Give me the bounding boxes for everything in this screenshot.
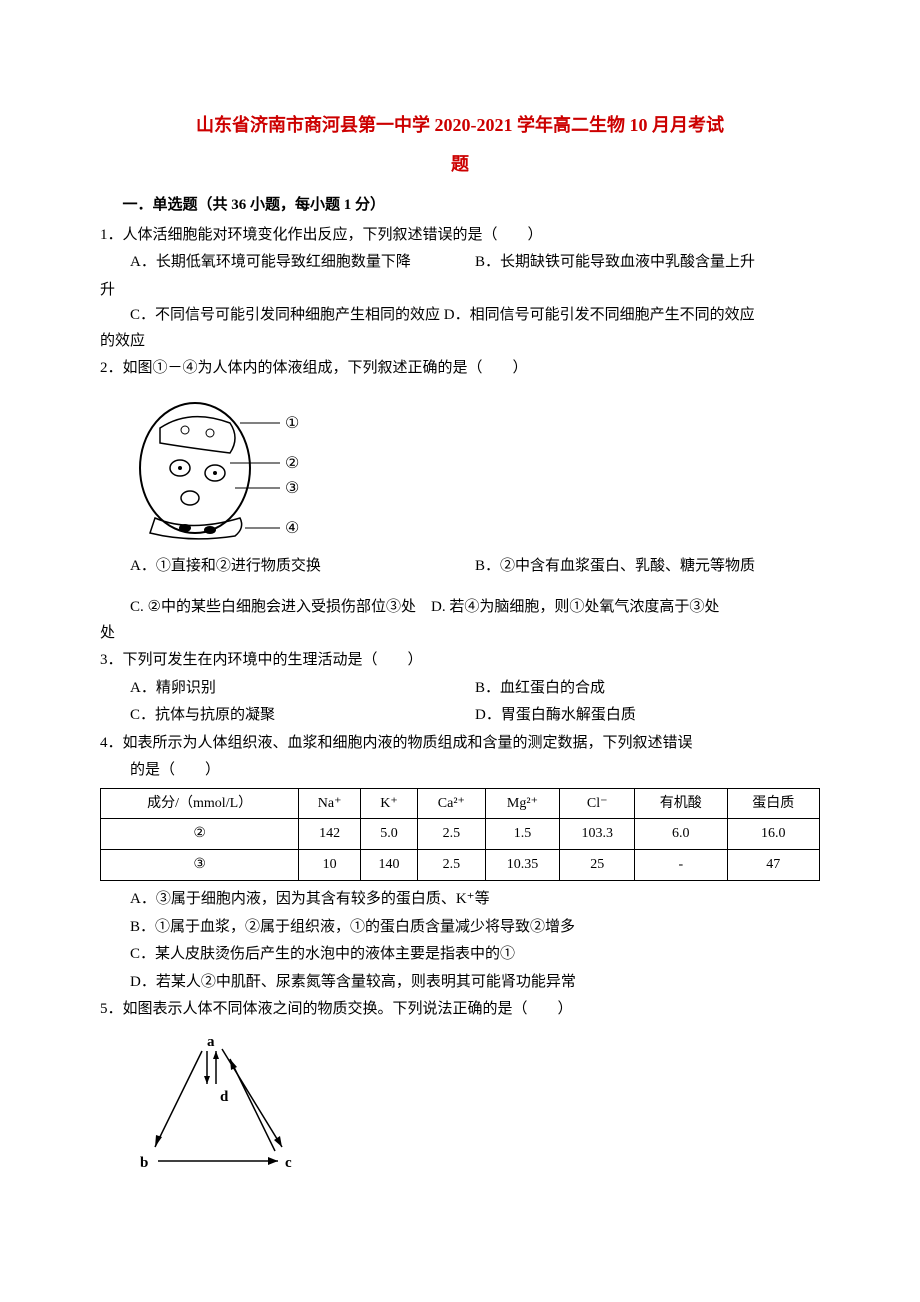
q2-option-b: B．②中含有血浆蛋白、乳酸、糖元等物质 [475,554,820,580]
q3-option-b: B．血红蛋白的合成 [475,676,820,702]
q1-option-b-cont: 升 [100,278,820,304]
exam-title-line2: 题 [100,149,820,180]
question-2: 2．如图①－④为人体内的体液组成，下列叙述正确的是（ ） ① ② ③ ④ A．① [100,356,820,646]
q4-option-b: B．①属于血浆，②属于组织液，①的蛋白质含量减少将导致②增多 [130,915,820,941]
table-header-row: 成分/（mmol/L） Na⁺ K⁺ Ca²⁺ Mg²⁺ Cl⁻ 有机酸 蛋白质 [101,788,820,819]
col-cl: Cl⁻ [560,788,635,819]
exam-title-line1: 山东省济南市商河县第一中学 2020-2021 学年高二生物 10 月月考试 [100,110,820,141]
section-heading: 一．单选题（共 36 小题，每小题 1 分） [100,193,820,219]
svg-text:①: ① [285,415,299,432]
svg-text:②: ② [285,455,299,472]
q2-figure: ① ② ③ ④ [130,388,330,548]
col-na: Na⁺ [299,788,361,819]
question-1: 1．人体活细胞能对环境变化作出反应，下列叙述错误的是（ ） A．长期低氧环境可能… [100,223,820,355]
col-ca: Ca²⁺ [418,788,485,819]
q4-text-cont: 的是（ ） [100,758,820,784]
q4-option-c: C．某人皮肤烫伤后产生的水泡中的液体主要是指表中的① [130,942,820,968]
q5-figure: a b c d [130,1029,320,1179]
q2-text: 2．如图①－④为人体内的体液组成，下列叙述正确的是（ ） [100,356,820,382]
col-organic: 有机酸 [635,788,727,819]
svg-text:b: b [140,1155,148,1171]
q2-option-d-cont: 处 [100,621,820,647]
q1-text: 1．人体活细胞能对环境变化作出反应，下列叙述错误的是（ ） [100,223,820,249]
q1-option-a: A．长期低氧环境可能导致红细胞数量下降 [130,250,475,276]
q3-text: 3．下列可发生在内环境中的生理活动是（ ） [100,648,820,674]
col-mg: Mg²⁺ [485,788,560,819]
question-5: 5．如图表示人体不同体液之间的物质交换。下列说法正确的是（ ） a b c d [100,997,820,1179]
svg-text:d: d [220,1089,229,1105]
q4-table: 成分/（mmol/L） Na⁺ K⁺ Ca²⁺ Mg²⁺ Cl⁻ 有机酸 蛋白质… [100,788,820,881]
question-3: 3．下列可发生在内环境中的生理活动是（ ） A．精卵识别 B．血红蛋白的合成 C… [100,648,820,729]
body-fluid-diagram-icon: ① ② ③ ④ [130,388,330,548]
q5-text: 5．如图表示人体不同体液之间的物质交换。下列说法正确的是（ ） [100,997,820,1023]
table-row: ② 142 5.0 2.5 1.5 103.3 6.0 16.0 [101,819,820,850]
question-4: 4．如表所示为人体组织液、血浆和细胞内液的物质组成和含量的测定数据，下列叙述错误… [100,731,820,995]
svg-text:③: ③ [285,480,299,497]
svg-text:④: ④ [285,520,299,537]
q4-text: 4．如表所示为人体组织液、血浆和细胞内液的物质组成和含量的测定数据，下列叙述错误 [100,731,820,757]
col-k: K⁺ [360,788,417,819]
col-protein: 蛋白质 [727,788,819,819]
q4-option-d: D．若某人②中肌酐、尿素氮等含量较高，则表明其可能肾功能异常 [130,970,820,996]
q1-option-cd: C．不同信号可能引发同种细胞产生相同的效应 D．相同信号可能引发不同细胞产生不同… [100,303,820,329]
q4-option-a: A．③属于细胞内液，因为其含有较多的蛋白质、K⁺等 [130,887,820,913]
svg-text:c: c [285,1155,292,1171]
q3-option-d: D．胃蛋白酶水解蛋白质 [475,703,820,729]
q3-option-a: A．精卵识别 [130,676,475,702]
q3-option-c: C．抗体与抗原的凝聚 [130,703,475,729]
fluid-exchange-diagram-icon: a b c d [130,1029,320,1179]
q2-option-a: A．①直接和②进行物质交换 [130,554,475,580]
q1-option-d-cont: 的效应 [100,329,820,355]
table-row: ③ 10 140 2.5 10.35 25 - 47 [101,850,820,881]
q1-option-b: B．长期缺铁可能导致血液中乳酸含量上升 [475,250,820,276]
col-component: 成分/（mmol/L） [101,788,299,819]
svg-text:a: a [207,1034,215,1050]
q2-option-cd: C. ②中的某些白细胞会进入受损伤部位③处 D. 若④为脑细胞，则①处氧气浓度高… [100,595,820,621]
